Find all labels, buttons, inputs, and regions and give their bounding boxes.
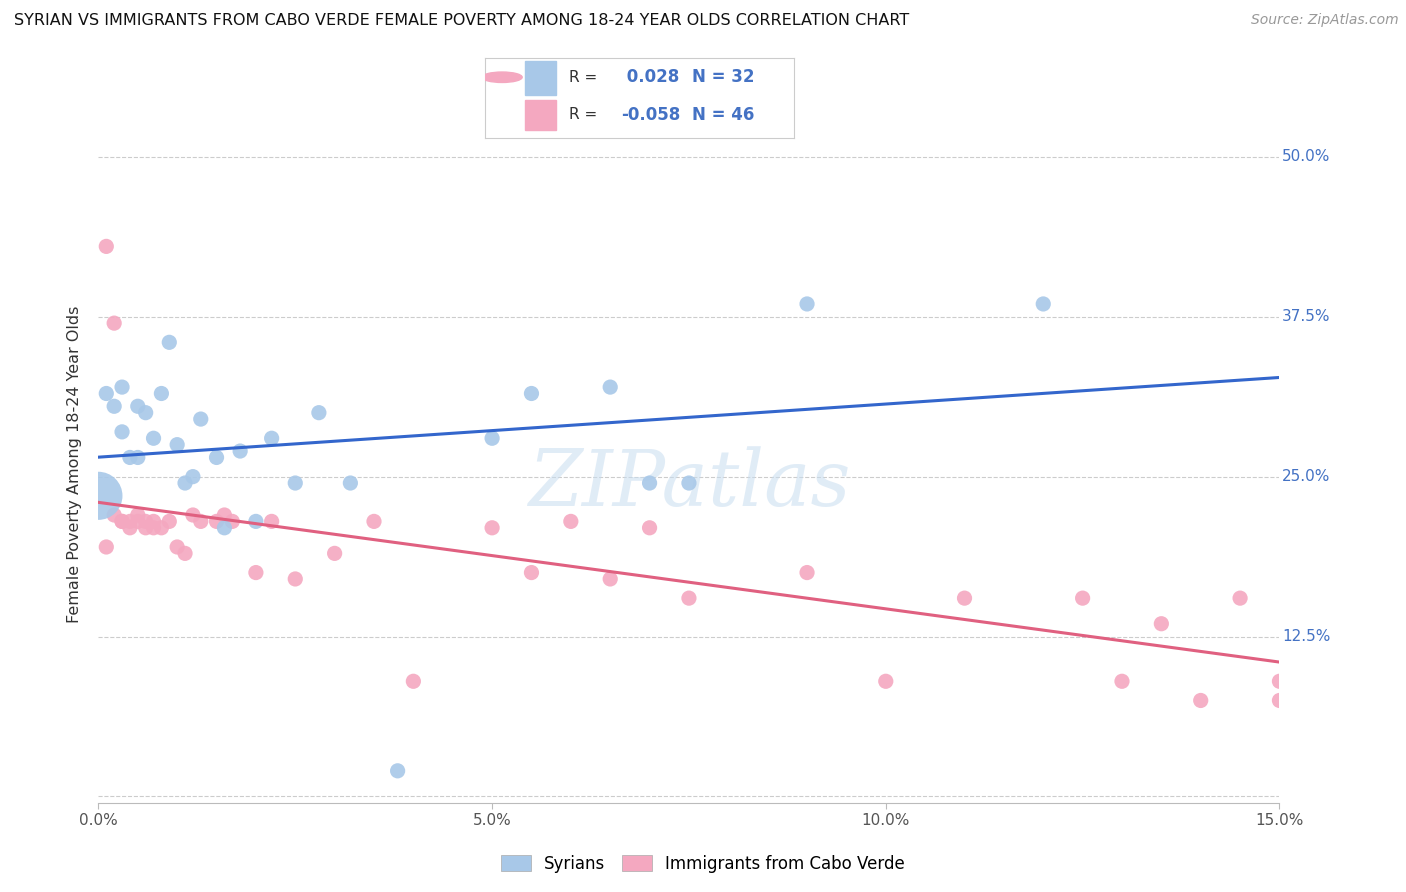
Point — [111, 425, 134, 439]
Point — [205, 515, 228, 529]
Point — [339, 476, 361, 491]
Point — [142, 515, 165, 529]
Point — [111, 380, 134, 394]
Point — [181, 469, 204, 483]
Point — [214, 508, 236, 522]
Point — [599, 572, 621, 586]
Point — [127, 450, 149, 465]
Text: 50.0%: 50.0% — [1282, 149, 1330, 164]
Point — [150, 386, 173, 401]
Text: -0.058: -0.058 — [621, 106, 681, 124]
Point — [127, 515, 149, 529]
Point — [245, 515, 267, 529]
Circle shape — [482, 72, 522, 82]
Point — [229, 444, 252, 458]
Point — [87, 489, 110, 503]
Point — [560, 515, 582, 529]
Point — [127, 508, 149, 522]
Point — [150, 521, 173, 535]
Point — [127, 399, 149, 413]
Point — [599, 380, 621, 394]
Point — [221, 515, 243, 529]
Point — [387, 764, 409, 778]
Text: R =: R = — [568, 107, 596, 122]
Point — [875, 674, 897, 689]
Point — [1150, 616, 1173, 631]
Point — [103, 399, 125, 413]
Point — [953, 591, 976, 606]
Point — [214, 521, 236, 535]
Point — [1308, 591, 1330, 606]
Point — [142, 431, 165, 445]
Bar — [526, 62, 557, 95]
Point — [96, 540, 118, 554]
Text: Source: ZipAtlas.com: Source: ZipAtlas.com — [1251, 13, 1399, 28]
Point — [481, 431, 503, 445]
Point — [638, 476, 661, 491]
Point — [142, 521, 165, 535]
Point — [1229, 591, 1251, 606]
Point — [363, 515, 385, 529]
Point — [308, 406, 330, 420]
Point — [402, 674, 425, 689]
Point — [190, 515, 212, 529]
Point — [638, 521, 661, 535]
Text: 12.5%: 12.5% — [1282, 629, 1330, 644]
Point — [166, 540, 188, 554]
Point — [678, 476, 700, 491]
Point — [323, 546, 346, 560]
Point — [520, 386, 543, 401]
Point — [1189, 693, 1212, 707]
Text: R =: R = — [568, 70, 596, 85]
Point — [181, 508, 204, 522]
Point — [111, 515, 134, 529]
Point — [103, 316, 125, 330]
Point — [135, 515, 157, 529]
Point — [103, 508, 125, 522]
Point — [1032, 297, 1054, 311]
Point — [174, 546, 197, 560]
Point — [174, 476, 197, 491]
Point — [481, 521, 503, 535]
Text: SYRIAN VS IMMIGRANTS FROM CABO VERDE FEMALE POVERTY AMONG 18-24 YEAR OLDS CORREL: SYRIAN VS IMMIGRANTS FROM CABO VERDE FEM… — [14, 13, 910, 29]
Text: N = 32: N = 32 — [692, 69, 755, 87]
Bar — [526, 100, 557, 130]
Point — [245, 566, 267, 580]
Point — [796, 566, 818, 580]
Point — [678, 591, 700, 606]
Point — [1111, 674, 1133, 689]
Point — [118, 450, 141, 465]
Legend: Syrians, Immigrants from Cabo Verde: Syrians, Immigrants from Cabo Verde — [494, 848, 912, 880]
Point — [205, 450, 228, 465]
Point — [1071, 591, 1094, 606]
Point — [111, 515, 134, 529]
Point — [1268, 674, 1291, 689]
Point — [796, 297, 818, 311]
Point — [118, 515, 141, 529]
Point — [96, 386, 118, 401]
Text: ZIPatlas: ZIPatlas — [527, 446, 851, 523]
Text: 37.5%: 37.5% — [1282, 310, 1330, 325]
Point — [118, 521, 141, 535]
Text: 0.028: 0.028 — [621, 69, 679, 87]
Point — [260, 515, 283, 529]
Text: N = 46: N = 46 — [692, 106, 755, 124]
Point — [166, 437, 188, 451]
Point — [190, 412, 212, 426]
Point — [284, 476, 307, 491]
Point — [284, 572, 307, 586]
Text: 25.0%: 25.0% — [1282, 469, 1330, 484]
Point — [520, 566, 543, 580]
Point — [157, 335, 180, 350]
Point — [157, 515, 180, 529]
Point — [96, 239, 118, 253]
Point — [1268, 693, 1291, 707]
Point — [260, 431, 283, 445]
Point — [135, 521, 157, 535]
Point — [135, 406, 157, 420]
Y-axis label: Female Poverty Among 18-24 Year Olds: Female Poverty Among 18-24 Year Olds — [67, 305, 83, 623]
